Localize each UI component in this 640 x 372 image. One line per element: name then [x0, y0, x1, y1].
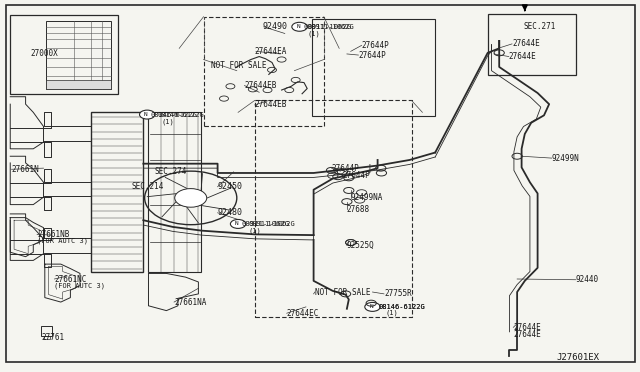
Bar	[46, 21, 111, 89]
Text: 92480: 92480	[218, 208, 243, 217]
Circle shape	[365, 302, 380, 311]
Text: (1): (1)	[385, 310, 398, 317]
Text: 27644P: 27644P	[358, 51, 386, 60]
Bar	[91, 112, 143, 272]
Bar	[255, 100, 412, 317]
Circle shape	[175, 189, 207, 207]
Text: 27644EB: 27644EB	[255, 100, 287, 109]
Bar	[148, 112, 201, 272]
Text: N: N	[369, 304, 373, 309]
Text: 27644P: 27644P	[362, 41, 389, 50]
Text: 27688: 27688	[347, 205, 370, 214]
Text: NOT FOR SALE: NOT FOR SALE	[315, 288, 371, 296]
Text: 27000X: 27000X	[31, 49, 58, 58]
Text: 27644P: 27644P	[332, 164, 359, 173]
Text: 92499N: 92499N	[552, 154, 579, 163]
Text: 08146-6122G: 08146-6122G	[150, 112, 197, 118]
Bar	[41, 326, 52, 336]
Text: N: N	[296, 24, 300, 29]
Text: 08911-1062G: 08911-1062G	[303, 24, 351, 30]
Text: SEC.274: SEC.274	[155, 167, 188, 176]
Bar	[488, 14, 576, 75]
Bar	[10, 15, 118, 94]
Text: 27644E: 27644E	[513, 330, 541, 339]
Text: 08146-6122G: 08146-6122G	[379, 304, 426, 310]
Text: 08911-1062G: 08911-1062G	[248, 221, 295, 227]
Text: (FOR AUTC 3): (FOR AUTC 3)	[37, 237, 88, 244]
Text: 27761: 27761	[42, 333, 65, 342]
Text: N: N	[144, 112, 148, 117]
Text: (1): (1)	[248, 227, 261, 234]
Text: 27644E: 27644E	[512, 39, 540, 48]
Text: 27661N: 27661N	[12, 165, 39, 174]
Text: 08146-6122G: 08146-6122G	[157, 112, 204, 118]
Text: 27755R: 27755R	[384, 289, 412, 298]
Text: 27644E: 27644E	[513, 323, 541, 332]
Text: 08911-1062G: 08911-1062G	[242, 221, 290, 227]
Text: (1): (1)	[307, 30, 320, 37]
Text: 27644EB: 27644EB	[244, 81, 277, 90]
Text: (1): (1)	[161, 118, 174, 125]
Text: 27661NA: 27661NA	[174, 298, 207, 307]
Text: 27661NB: 27661NB	[37, 230, 70, 239]
Text: 92490: 92490	[262, 22, 287, 31]
Text: (FOR AUTC 3): (FOR AUTC 3)	[54, 282, 106, 289]
Text: 27644EA: 27644EA	[255, 47, 287, 56]
Bar	[312, 19, 435, 116]
Bar	[46, 80, 111, 89]
Text: 92450: 92450	[218, 182, 243, 191]
Text: 27644EC: 27644EC	[287, 309, 319, 318]
Text: 27644E: 27644E	[509, 52, 536, 61]
Text: N: N	[235, 221, 239, 226]
Bar	[44, 336, 50, 339]
Text: 08911-1062G: 08911-1062G	[307, 24, 354, 30]
Text: SEC.214: SEC.214	[131, 182, 164, 190]
Circle shape	[230, 219, 246, 228]
Text: 08146-6122G: 08146-6122G	[379, 304, 426, 310]
Text: 92499NA: 92499NA	[351, 193, 383, 202]
Text: NOT FOR SALE: NOT FOR SALE	[211, 61, 267, 70]
Text: 92525Q: 92525Q	[347, 241, 374, 250]
Circle shape	[140, 110, 155, 119]
Text: 27644P: 27644P	[342, 171, 370, 180]
Text: 92440: 92440	[576, 275, 599, 284]
Circle shape	[292, 22, 307, 31]
Bar	[204, 17, 324, 126]
Text: 27661NC: 27661NC	[54, 275, 87, 283]
Text: SEC.271: SEC.271	[524, 22, 556, 31]
Text: J27601EX: J27601EX	[557, 353, 600, 362]
